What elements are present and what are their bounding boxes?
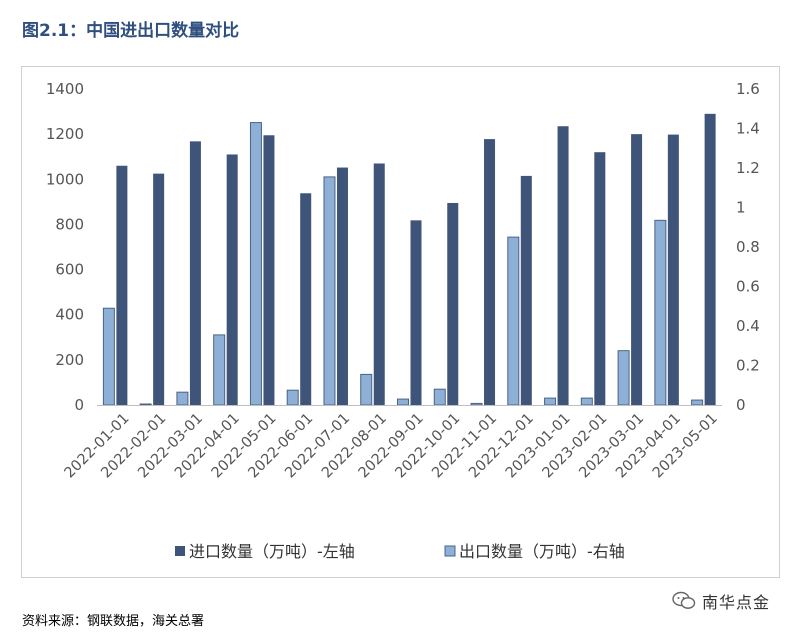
y-right-tick-label: 0.8: [736, 238, 760, 256]
y-right-tick-label: 0: [736, 396, 746, 414]
export-bar: [433, 388, 446, 406]
export-bar: [323, 176, 336, 406]
export-bar: [654, 219, 667, 406]
export-bar: [397, 398, 409, 406]
import-bar: [300, 193, 312, 405]
export-bar: [470, 402, 483, 406]
export-bar: [102, 307, 115, 406]
legend-swatch-import: [175, 546, 185, 556]
import-bar: [189, 141, 201, 405]
watermark: 南华点金: [672, 589, 770, 613]
export-bar: [360, 373, 373, 406]
import-bar: [373, 163, 385, 405]
import-bar: [153, 173, 165, 405]
y-left-tick-label: 800: [55, 215, 84, 233]
y-left-tick-label: 200: [55, 351, 84, 369]
y-right-tick-label: 1.2: [736, 159, 760, 177]
import-bar: [704, 113, 716, 405]
y-left-tick-label: 1400: [46, 80, 84, 98]
figure-title: 图2.1：中国进出口数量对比: [22, 21, 240, 41]
export-bar: [176, 391, 189, 406]
import-bar: [557, 126, 569, 405]
y-right-tick-label: 1.6: [736, 80, 760, 98]
export-bar: [544, 397, 557, 406]
import-bar: [520, 175, 532, 405]
y-left-tick-label: 400: [55, 306, 84, 324]
y-left-tick-label: 600: [55, 261, 84, 279]
import-bar: [631, 134, 643, 405]
y-right-tick-label: 0.4: [736, 317, 760, 335]
y-right-tick-label: 1.4: [736, 120, 760, 138]
import-bar: [667, 134, 679, 405]
y-left-tick-label: 1000: [46, 170, 84, 188]
export-bar: [249, 122, 262, 406]
import-bar: [263, 135, 275, 405]
import-bar: [447, 202, 459, 405]
source-note: 资料来源：钢联数据，海关总署: [22, 614, 205, 629]
export-bar: [286, 389, 299, 406]
y-right-tick-label: 0.2: [736, 357, 760, 375]
y-left-tick-label: 0: [74, 396, 84, 414]
y-right-tick-label: 0.6: [736, 278, 760, 296]
import-bar: [226, 154, 238, 405]
legend-swatch-export: [444, 545, 456, 557]
export-bar: [139, 403, 152, 406]
export-bar: [213, 334, 226, 406]
import-bar: [336, 167, 348, 405]
import-bar: [484, 139, 496, 405]
watermark-text: 南华点金: [702, 593, 771, 612]
export-bar: [617, 350, 630, 406]
legend-label-import: 进口数量（万吨）-左轴: [189, 542, 355, 561]
y-right-tick-label: 1: [736, 199, 746, 217]
wechat-icon: [672, 591, 696, 609]
export-bar: [580, 397, 593, 406]
x-tick-label: 2023-05-01: [650, 411, 721, 482]
import-bar: [594, 152, 606, 405]
chart-frame: [21, 66, 780, 578]
export-bar: [691, 399, 704, 406]
legend-label-export: 出口数量（万吨）-右轴: [459, 542, 625, 561]
import-bar: [410, 220, 422, 405]
export-bar: [507, 236, 520, 406]
import-bar: [116, 165, 128, 405]
y-left-tick-label: 1200: [46, 125, 84, 143]
